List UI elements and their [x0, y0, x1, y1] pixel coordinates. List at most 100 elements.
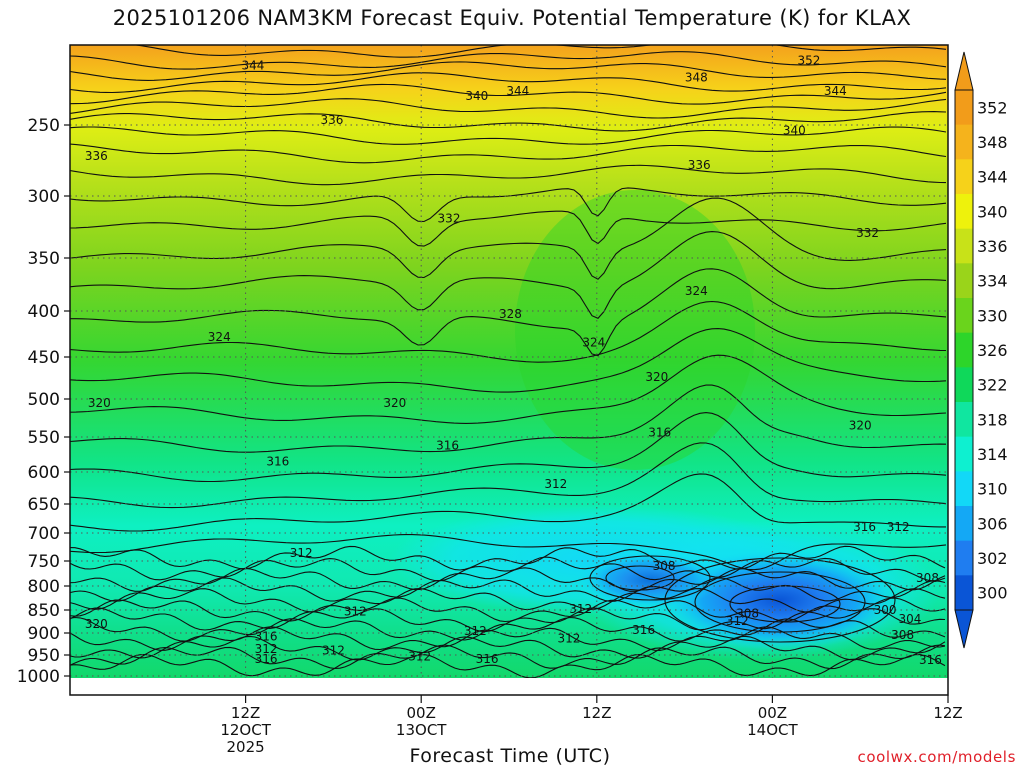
contour-label: 312	[464, 624, 487, 638]
contour-label: 312	[544, 477, 567, 491]
contour-label: 312	[569, 602, 592, 616]
contour-line-lower	[70, 644, 946, 670]
credit-link[interactable]: coolwx.com/models	[857, 748, 1016, 766]
colorbar-min-arrow	[954, 609, 974, 649]
contour-label: 328	[499, 307, 522, 321]
contour-label: 352	[798, 53, 821, 67]
x-tick-label: 12Z	[582, 704, 611, 722]
y-tick-label: 1000	[17, 667, 60, 687]
contour-label: 332	[856, 226, 879, 240]
colorbar-swatch	[955, 540, 973, 576]
cold-pool-area	[660, 550, 900, 650]
contour-label: 316	[255, 652, 278, 666]
contour-line	[70, 442, 947, 509]
colorbar-swatch	[955, 332, 973, 368]
contour-label: 320	[645, 370, 668, 384]
contour-line	[70, 473, 946, 532]
contour-label: 340	[465, 89, 488, 103]
x-tick-label: 00Z	[758, 704, 787, 722]
contour-line-lower	[70, 545, 946, 571]
colorbar-label: 344	[977, 168, 1008, 187]
y-tick-label: 850	[28, 601, 60, 621]
y-tick-label: 550	[28, 428, 60, 448]
contour-label: 320	[85, 617, 108, 631]
contour-line	[70, 268, 947, 357]
x-tick-label: 00Z	[407, 704, 436, 722]
contour-lines	[70, 45, 947, 678]
contour-line	[70, 187, 947, 223]
colorbar-swatch	[955, 575, 973, 611]
y-tick-label: 600	[28, 463, 60, 483]
contour-line	[70, 197, 947, 280]
y-tick-label: 450	[28, 348, 60, 368]
colorbar-label: 306	[977, 514, 1008, 533]
contour-label: 312	[322, 644, 345, 658]
contour-label: 320	[383, 396, 406, 410]
contour-line	[70, 231, 947, 319]
contour-line	[70, 534, 947, 571]
contour-label: 308	[891, 628, 914, 642]
contour-label: 316	[436, 438, 459, 452]
colorbar-label: 330	[977, 306, 1008, 325]
colorbar-swatch	[955, 436, 973, 472]
contour-label: 312	[344, 604, 367, 618]
colorbar-label: 340	[977, 202, 1008, 221]
contour-line	[70, 72, 947, 94]
contour-label: 304	[899, 612, 922, 626]
contour-labels: 352 348 344 344 344 340 340 336 336 336 332 332 328 3…	[85, 53, 942, 667]
contour-line-lower	[70, 635, 946, 661]
y-tick-label: 800	[28, 577, 60, 597]
contour-line	[70, 126, 947, 145]
colorbar-swatch	[955, 124, 973, 160]
contour-label: 344	[241, 59, 264, 73]
contour-label: 312	[558, 631, 581, 645]
colorbar-swatch	[955, 90, 973, 126]
contour-line	[70, 384, 947, 453]
plot-area: 352 348 344 344 344 340 340 336 336 336 332 332 328 3…	[70, 45, 948, 678]
y-tick-label: 950	[28, 646, 60, 666]
y-tick-label: 750	[28, 552, 60, 572]
contour-label: 316	[632, 623, 655, 637]
colorbar-swatch	[955, 506, 973, 542]
colorbar-label: 336	[977, 237, 1008, 256]
contour-line-lower	[70, 597, 946, 623]
plot-frame	[69, 44, 949, 696]
contour-line	[70, 164, 947, 186]
colorbar-label: 318	[977, 410, 1008, 429]
contour-label: 336	[688, 158, 711, 172]
contour-line	[70, 51, 947, 70]
y-tick-label: 400	[28, 302, 60, 322]
contour-line-lower	[70, 626, 946, 651]
contour-label: 316	[853, 520, 876, 534]
colorbar: 352 348 344 340 336 334 330 326 322 318 314 310 306 3…	[954, 51, 1008, 649]
contour-line	[70, 143, 947, 164]
pressure-axis: 250 300 350 400 450 500 550 600 650 700 750 800 850 9…	[17, 116, 70, 687]
x-tick-label: 12OCT	[220, 721, 271, 739]
contour-label: 332	[438, 211, 461, 225]
colorbar-swatch	[955, 367, 973, 403]
contour-label: 316	[255, 630, 278, 644]
colorbar-label: 300	[977, 584, 1008, 603]
colorbar-label: 322	[977, 376, 1008, 395]
y-tick-label: 650	[28, 495, 60, 515]
contour-label: 336	[85, 149, 108, 163]
y-tick-label: 700	[28, 524, 60, 544]
y-tick-label: 350	[28, 249, 60, 269]
contour-line-lower	[70, 587, 946, 613]
contour-line	[70, 98, 947, 119]
contour-label: 308	[736, 607, 759, 621]
x-tick-label: 2025	[227, 738, 265, 756]
colorbar-label: 326	[977, 341, 1008, 360]
colorbar-swatch	[955, 471, 973, 507]
contour-line	[70, 354, 947, 424]
x-tick-label: 14OCT	[747, 721, 798, 739]
contour-label: 316	[648, 425, 671, 439]
contour-closed	[664, 557, 896, 643]
contour-label: 316	[919, 653, 942, 667]
contour-label: 340	[783, 124, 806, 138]
colorbar-label: 310	[977, 480, 1008, 499]
contour-line	[70, 61, 947, 81]
contour-line	[70, 300, 947, 363]
contour-label: 336	[320, 113, 343, 127]
contour-line	[70, 328, 947, 393]
